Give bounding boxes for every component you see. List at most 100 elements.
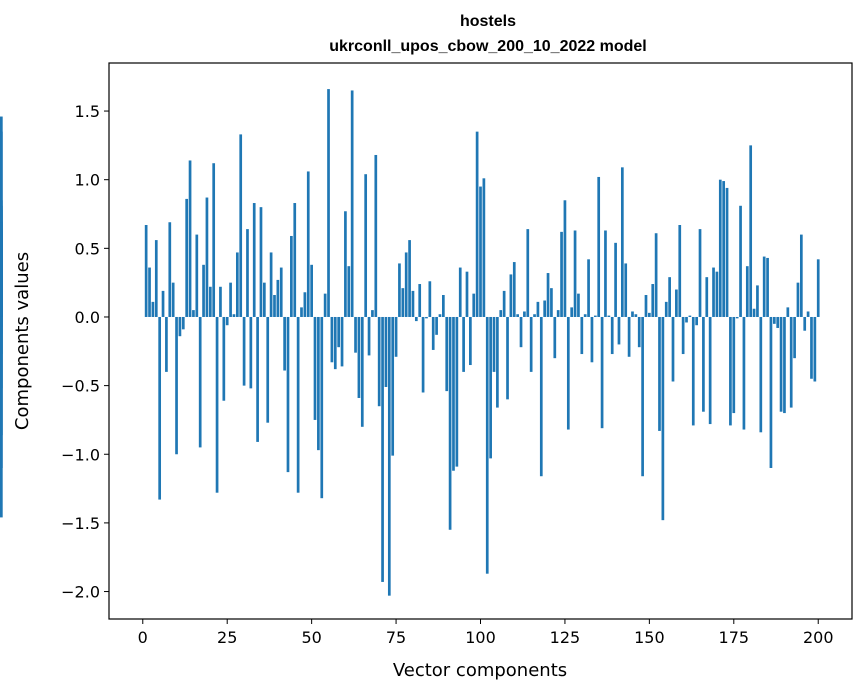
bar: [620, 167, 624, 317]
bar: [404, 252, 408, 317]
bar: [749, 145, 753, 317]
bar: [350, 90, 354, 317]
bar: [178, 316, 182, 337]
bar: [735, 316, 739, 319]
bar: [472, 293, 476, 317]
bar: [296, 316, 300, 493]
bar-series: [0, 89, 820, 596]
bar: [239, 134, 243, 317]
x-tick-label: 200: [803, 628, 834, 647]
bar: [796, 282, 800, 317]
x-axis-label: Vector components: [393, 660, 567, 681]
bar: [215, 316, 219, 493]
bar: [148, 267, 151, 317]
bar: [0, 316, 3, 334]
bar: [627, 316, 631, 357]
bar: [249, 316, 253, 389]
bar: [185, 198, 189, 317]
bar: [330, 316, 334, 363]
bar: [756, 285, 759, 317]
bar: [371, 310, 374, 317]
bar: [293, 203, 297, 317]
bar: [762, 256, 766, 317]
bar: [718, 179, 722, 317]
bar: [421, 316, 425, 393]
bar: [202, 264, 205, 317]
bar: [452, 316, 455, 471]
x-tick-label: 150: [634, 628, 665, 647]
bar: [411, 290, 415, 317]
bar: [276, 279, 280, 317]
bar: [570, 307, 574, 317]
bar: [722, 181, 726, 317]
bar: [205, 197, 209, 317]
bar: [387, 316, 391, 596]
bar: [776, 316, 780, 328]
bar: [283, 316, 286, 371]
bar: [654, 233, 658, 317]
bar: [259, 207, 263, 317]
bar: [496, 316, 499, 408]
bar: [766, 257, 769, 317]
bar: [708, 316, 712, 425]
bar: [732, 316, 736, 414]
bar: [539, 316, 543, 477]
bar: [617, 316, 621, 345]
y-tick-label: 1.5: [75, 102, 100, 121]
bar: [499, 310, 503, 317]
bar: [0, 222, 3, 317]
bar: [175, 316, 178, 455]
bar: [414, 316, 418, 322]
bar: [462, 316, 465, 372]
bar: [337, 316, 340, 348]
bar: [384, 316, 388, 387]
bar: [742, 316, 746, 430]
bar: [739, 205, 742, 317]
bar: [269, 252, 273, 317]
bar: [553, 316, 557, 359]
bar: [333, 316, 337, 370]
bar: [550, 288, 553, 317]
bar: [235, 252, 239, 317]
bar: [607, 315, 611, 317]
bar: [242, 316, 246, 386]
bar: [688, 315, 692, 317]
bar: [286, 316, 290, 473]
bar: [357, 316, 361, 398]
bar: [634, 314, 638, 317]
bar: [428, 281, 432, 317]
bar: [712, 267, 715, 317]
bar: [729, 316, 732, 426]
bar: [229, 282, 232, 317]
bar: [168, 222, 172, 317]
bar: [192, 310, 195, 317]
bar: [408, 240, 411, 317]
bar: [208, 286, 212, 317]
bar: [340, 316, 344, 367]
bar: [435, 316, 438, 335]
bar: [266, 316, 270, 423]
x-tick-label: 25: [217, 628, 237, 647]
bar: [195, 234, 199, 317]
bar: [154, 240, 158, 317]
bar: [631, 311, 634, 317]
y-tick-label: 0.0: [75, 308, 100, 327]
bar: [604, 230, 607, 317]
bar: [556, 310, 560, 317]
bar: [465, 271, 469, 317]
bar: [705, 277, 709, 317]
bar: [306, 171, 310, 317]
bar: [391, 316, 395, 456]
bar: [151, 301, 155, 317]
bar: [529, 316, 533, 372]
bar: [0, 316, 3, 389]
bar: [536, 301, 540, 317]
bar: [803, 316, 807, 331]
bar: [769, 316, 773, 468]
bar: [418, 284, 422, 317]
bar: [181, 316, 185, 330]
bar: [681, 316, 685, 355]
bar: [664, 301, 668, 317]
bar: [347, 266, 351, 317]
bar: [165, 316, 168, 372]
